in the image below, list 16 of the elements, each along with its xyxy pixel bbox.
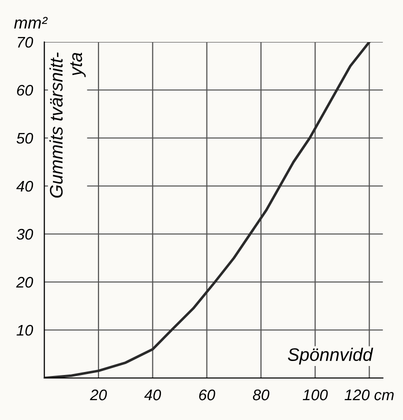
- x-tick-label: 40: [144, 390, 162, 400]
- y-tick-label: 70: [18, 36, 34, 48]
- x-tick-label: 100: [302, 390, 328, 400]
- y-tick-label: 60: [17, 84, 34, 96]
- x-tick-label: 60: [199, 390, 216, 400]
- y-tick-label: 10: [16, 324, 34, 336]
- y-tick-label: 30: [16, 228, 34, 240]
- x-tick-label: 80: [252, 390, 270, 400]
- y-tick-label: 40: [16, 180, 34, 192]
- y-tick-label: 50: [16, 132, 34, 144]
- text: mm²: [14, 16, 48, 28]
- x-tick-label: 120 cm: [344, 390, 394, 400]
- x-tick-label: 20: [90, 390, 107, 400]
- y-axis-title: Gummits tvärsnitt- yta: [49, 52, 86, 198]
- x-axis-title: Spönnvidd: [288, 348, 374, 365]
- y-tick-label: 20: [16, 276, 34, 288]
